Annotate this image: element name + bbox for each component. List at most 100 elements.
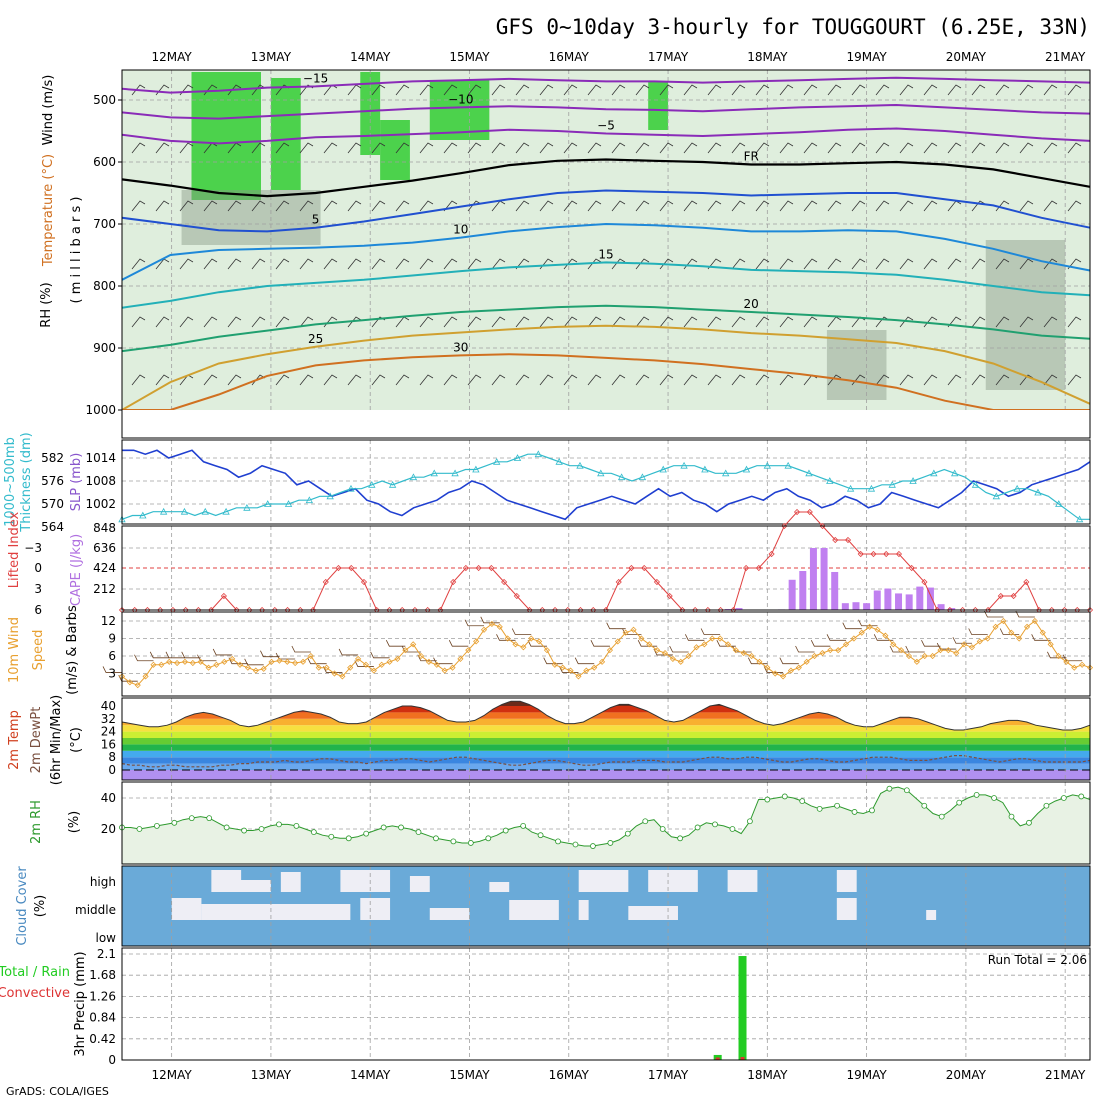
wind-speed-marker (748, 652, 755, 660)
wind10m-barb (165, 651, 185, 659)
wind-barb (731, 316, 746, 328)
thickness-marker (638, 473, 647, 481)
wind-speed-marker (819, 650, 826, 657)
wind-barb (515, 374, 530, 386)
cloud-mid-block (171, 898, 202, 920)
wind-barb (779, 258, 794, 270)
wind-speed-marker (764, 664, 771, 671)
rh2m-marker (1026, 819, 1032, 826)
cloud-high-block (340, 870, 391, 892)
wind-barb (155, 316, 170, 328)
wind-speed-marker (441, 667, 448, 674)
wind-barb (179, 200, 194, 212)
wind-barb (683, 84, 698, 96)
temp-contour-label: −5 (597, 118, 615, 132)
wind-barb (323, 142, 338, 154)
wind-barb (347, 258, 362, 270)
wind-speed-marker (787, 667, 795, 674)
cape-tick: 212 (93, 582, 116, 596)
dewpoint-line (121, 755, 1091, 768)
wind-speed-marker (323, 664, 330, 671)
wind-barb (683, 200, 698, 212)
upper-y-tick: 600 (93, 155, 116, 169)
wind-speed-marker (835, 647, 842, 654)
wind-speed-marker (480, 626, 488, 633)
wind-barb (635, 142, 650, 154)
wind10m-barbs (102, 610, 1083, 682)
wind10m-barb (291, 645, 311, 653)
wind-speed-marker (236, 661, 244, 668)
rh2m-marker (903, 787, 910, 794)
wind-barb (923, 374, 938, 386)
wind-speed-marker (536, 638, 543, 645)
wind-speed-marker (575, 673, 582, 680)
wind-barb (347, 142, 362, 154)
thickness-label-2: Thickness (dm) (19, 432, 34, 532)
temp-contour-4 (121, 189, 1091, 233)
wind-speed-marker (386, 658, 393, 665)
wind-barb (539, 142, 554, 154)
rh2m-marker (345, 835, 352, 842)
rh2m-marker (764, 796, 771, 803)
top-x-label: 19MAY (846, 50, 887, 64)
temp-contour-label: FR (744, 149, 759, 163)
wind-speed-marker (811, 652, 818, 660)
wind-barb (947, 374, 962, 386)
wind-barb (563, 84, 578, 96)
wind-barb (755, 84, 770, 96)
wind-barb (923, 258, 938, 270)
thickness-tick: 582 (41, 451, 64, 465)
wind-barb (251, 258, 266, 270)
thickness-marker (284, 500, 293, 507)
wind10m-barb (244, 658, 264, 666)
thickness-marker (430, 469, 438, 477)
wind-speed-marker (630, 626, 637, 633)
cape-bar (926, 587, 934, 610)
wind-barb (971, 316, 986, 328)
wind-barb (659, 374, 674, 386)
temp-contour-label: 10 (453, 223, 468, 237)
wind-barb (779, 200, 794, 212)
rh2m-marker (276, 821, 282, 828)
rh2m-marker (153, 823, 160, 829)
wind-speed-marker (701, 641, 708, 648)
wind-speed-marker (142, 673, 149, 680)
cloud-high-block (648, 870, 698, 892)
wind-barb (227, 258, 242, 270)
temp-contour-1 (121, 103, 1091, 120)
footer-credit: GrADS: COLA/IGES (6, 1085, 109, 1098)
wind-barb (875, 84, 890, 96)
wind-barb (827, 258, 842, 270)
thickness-marker (617, 473, 626, 481)
wind-barb (491, 374, 506, 386)
thickness-marker (867, 484, 876, 492)
wind-speed-marker (905, 652, 913, 660)
lifted-index-marker (870, 550, 877, 558)
wind-speed-marker (268, 658, 275, 665)
rh2m-marker (171, 819, 178, 826)
wind-speed-marker (614, 638, 621, 645)
thickness-marker (805, 469, 813, 477)
thickness-marker (763, 461, 772, 469)
temp-contour-9 (122, 353, 1090, 411)
wind-speed-marker (803, 658, 810, 665)
wind-barb (371, 84, 386, 96)
lifted-index-marker (755, 564, 762, 572)
wind-speed-marker (425, 658, 432, 665)
temp-unit-label: (°C) (69, 727, 84, 753)
wind-barb (443, 84, 458, 96)
wind-speed-marker (724, 641, 732, 648)
wind-speed-marker (221, 658, 228, 665)
wind-barb (539, 316, 554, 328)
thickness-marker (264, 500, 272, 507)
wind-barb (491, 316, 506, 328)
temp-contour-2 (121, 127, 1091, 145)
wind-barb (659, 84, 674, 96)
wind10m-barb (543, 657, 563, 665)
wind-barb (395, 374, 410, 386)
rh2m-marker (590, 843, 596, 849)
temp-frame (121, 697, 1091, 781)
thickness-marker (534, 450, 543, 458)
precip-tick: 0 (108, 1053, 116, 1067)
